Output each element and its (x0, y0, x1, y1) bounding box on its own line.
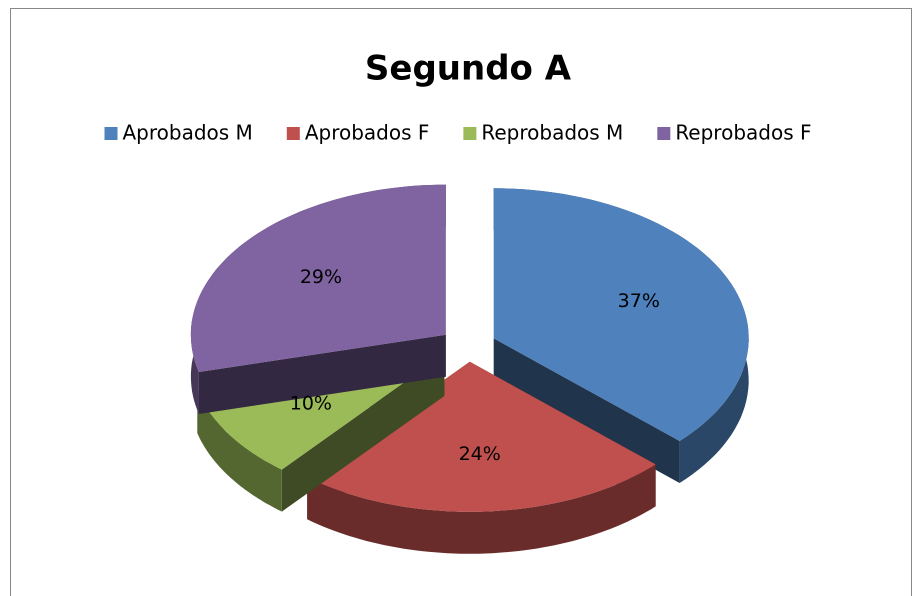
legend: Aprobados M Aprobados F Reprobados M Reprob… (104, 121, 812, 145)
slice-wall (198, 334, 446, 415)
pie-slice (493, 188, 749, 484)
pie-slice (190, 184, 446, 415)
slice-top (190, 184, 446, 372)
slice-top (493, 188, 749, 441)
chart-title: Segundo A (365, 49, 572, 89)
slice-wall (493, 338, 680, 484)
legend-swatch (286, 127, 300, 140)
slice-side (307, 464, 656, 554)
legend-label: Reprobados M (481, 121, 623, 145)
legend-label: Aprobados M (123, 121, 253, 145)
legend-label: Reprobados F (675, 121, 811, 145)
slice-side (197, 391, 282, 512)
legend-label: Aprobados F (305, 121, 430, 145)
slice-top (307, 361, 656, 512)
legend-swatch (657, 127, 671, 140)
legend-swatch (104, 127, 118, 140)
data-label: 24% (459, 443, 501, 465)
data-label: 29% (300, 266, 342, 288)
legend-swatch (463, 127, 477, 140)
data-label: 37% (618, 290, 660, 312)
data-label: 10% (290, 392, 332, 414)
